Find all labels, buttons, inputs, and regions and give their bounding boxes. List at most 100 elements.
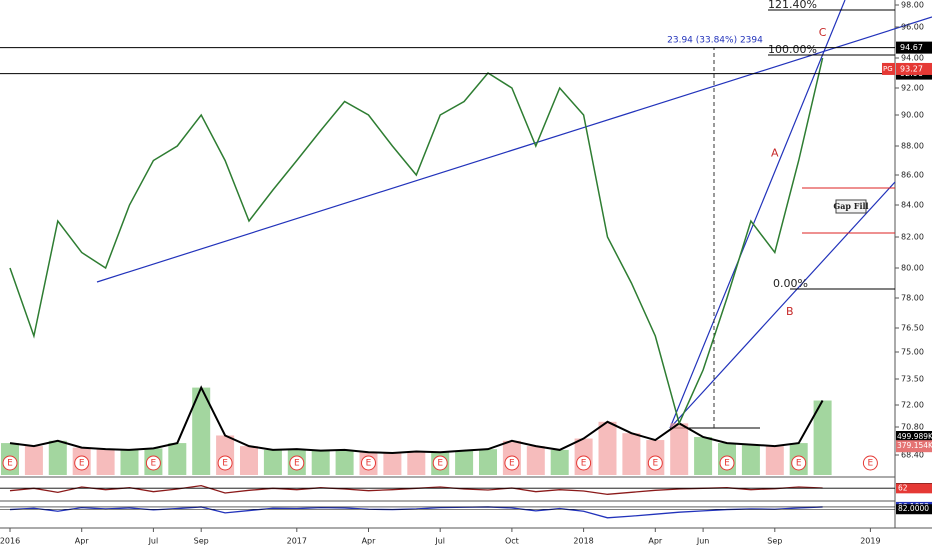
y-tick-label: 92.00 <box>901 84 924 93</box>
x-tick-label: 2019 <box>860 537 880 546</box>
y-tick-label: 76.50 <box>901 324 924 333</box>
y-tick-label: 98.00 <box>901 1 924 10</box>
price-tag <box>896 41 932 54</box>
osc2-tag <box>896 504 932 515</box>
x-tick-label: Oct <box>505 537 519 546</box>
volume-bar <box>526 446 545 475</box>
y-tick-label: 90.00 <box>901 111 924 120</box>
earnings-label: E <box>868 459 874 469</box>
wave-label: B <box>786 305 794 318</box>
volume-bar <box>455 450 474 475</box>
y-tick-label: 70.80 <box>901 423 924 432</box>
earnings-marker <box>719 455 735 471</box>
x-tick-label: Sep <box>767 537 782 546</box>
volume-bar <box>48 440 67 475</box>
osc1-tag-label: 62 <box>898 483 908 492</box>
earnings-marker <box>504 455 520 471</box>
volume-bar <box>407 451 426 475</box>
x-tick-label: 2018 <box>573 537 593 546</box>
volume-tag <box>896 440 932 453</box>
volume-bar <box>670 423 689 475</box>
x-tick-label: Jul <box>434 537 445 546</box>
x-tick-label: Apr <box>362 537 377 546</box>
price-tag-label: 94.67 <box>900 43 923 52</box>
fib-label: 121.40% <box>768 0 817 11</box>
symbol-label: PG <box>883 65 893 73</box>
fib-label: 100.00% <box>768 43 817 56</box>
symbol-tag <box>882 62 895 75</box>
x-tick-label: Sep <box>194 537 209 546</box>
volume-bar <box>479 449 497 475</box>
y-tick-label: 88.00 <box>901 142 924 151</box>
x-tick-label: 2016 <box>0 537 20 546</box>
earnings-marker <box>432 455 448 471</box>
y-tick-label: 68.40 <box>901 451 924 460</box>
earnings-label: E <box>151 459 157 469</box>
y-tick-label: 86.00 <box>901 171 924 180</box>
earnings-marker <box>576 455 592 471</box>
volume-bar <box>120 449 139 475</box>
volume-bar <box>263 449 282 475</box>
earnings-marker <box>2 455 18 471</box>
volume-tag <box>896 431 932 444</box>
price-line <box>9 57 824 426</box>
y-tick-label: 84.00 <box>901 201 924 210</box>
trend-line <box>669 181 896 429</box>
volume-bar <box>24 446 43 475</box>
earnings-label: E <box>652 459 658 469</box>
wave-label: C <box>819 26 827 39</box>
earnings-label: E <box>7 459 13 469</box>
earnings-marker <box>791 455 807 471</box>
y-tick-label: 72.00 <box>901 401 924 410</box>
y-tick-label: 80.00 <box>901 264 924 273</box>
earnings-label: E <box>222 459 228 469</box>
volume-bar <box>383 452 402 475</box>
volume-bar <box>192 387 211 475</box>
y-tick-label: 73.50 <box>901 375 924 384</box>
volume-bar <box>240 446 258 475</box>
volume-bar <box>694 437 713 475</box>
earnings-label: E <box>366 459 372 469</box>
earnings-marker <box>647 455 663 471</box>
y-tick-label: 96.00 <box>901 23 924 32</box>
y-tick-label: 78.00 <box>901 294 924 303</box>
earnings-marker <box>289 455 305 471</box>
last-price-tag <box>896 62 932 75</box>
fib-label: 0.00% <box>773 277 808 290</box>
osc1-tag <box>896 483 932 494</box>
last-price-label: 93.27 <box>900 64 923 73</box>
earnings-label: E <box>581 459 587 469</box>
volume-bar <box>765 446 784 475</box>
y-tick-label: 75.00 <box>901 348 924 357</box>
x-tick-label: 2017 <box>287 537 307 546</box>
x-tick-label: Jun <box>696 537 710 546</box>
volume-bar <box>598 421 617 475</box>
earnings-label: E <box>437 459 443 469</box>
earnings-marker <box>217 455 233 471</box>
volume-bar <box>550 449 569 475</box>
x-tick-label: Apr <box>648 537 663 546</box>
earnings-marker <box>145 455 161 471</box>
volume-average <box>9 385 824 454</box>
gap-label: Gap Fill <box>833 201 868 211</box>
earnings-marker <box>862 455 878 471</box>
earnings-marker <box>74 455 90 471</box>
earnings-label: E <box>79 459 85 469</box>
measure-label: 23.94 (33.84%) 2394 <box>667 36 763 46</box>
x-tick-label: Jul <box>148 537 159 546</box>
trend-line <box>669 0 846 429</box>
earnings-label: E <box>509 459 515 469</box>
volume-tag-label: 499.989K <box>897 432 932 441</box>
y-tick-label: 94.00 <box>901 54 924 63</box>
earnings-label: E <box>294 459 300 469</box>
earnings-label: E <box>796 459 802 469</box>
wave-label: A <box>771 146 779 159</box>
osc2-tag-label: 82.0000 <box>898 504 929 513</box>
volume-bar <box>335 449 354 475</box>
trend-line <box>96 16 932 283</box>
earnings-marker <box>361 455 376 471</box>
volume-bar <box>168 443 187 475</box>
volume-bar <box>311 450 330 475</box>
volume-bar <box>813 400 832 475</box>
